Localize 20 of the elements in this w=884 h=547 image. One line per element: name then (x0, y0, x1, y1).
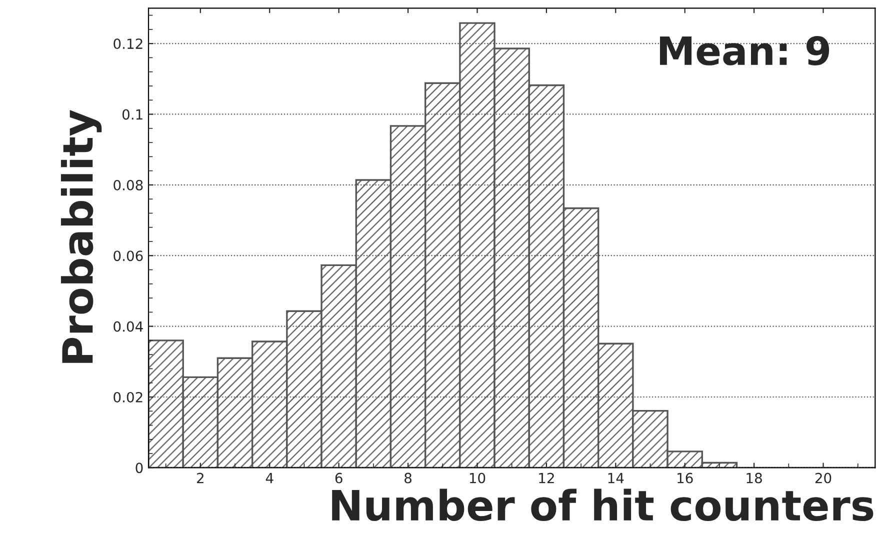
x-tick-label: 12 (539, 472, 554, 484)
x-tick-label: 18 (746, 472, 762, 484)
y-tick-label: 0.08 (114, 180, 143, 190)
x-tick-label: 4 (266, 472, 274, 484)
x-tick-label: 2 (197, 472, 204, 484)
x-tick-label: 14 (608, 472, 624, 484)
x-tick-label: 8 (404, 472, 412, 484)
y-tick-label: 0 (136, 462, 143, 474)
annotation: Mean: 9 (660, 36, 830, 66)
x-tick-label: 10 (470, 472, 486, 484)
y-tick-label: 0.06 (114, 250, 143, 262)
y-tick-label: 0.02 (114, 392, 142, 402)
y-tick-label: 0.04 (114, 321, 143, 332)
x-tick-label: 20 (815, 472, 832, 484)
y-tick-label: 0.1 (122, 109, 142, 120)
x-tick-label: 16 (678, 472, 693, 484)
y-tick-label: 0.12 (114, 38, 142, 50)
x-tick-label: 6 (335, 472, 342, 484)
y-axis-title: Probability (60, 110, 102, 363)
x-axis-title: Number of hit counters (332, 488, 874, 522)
